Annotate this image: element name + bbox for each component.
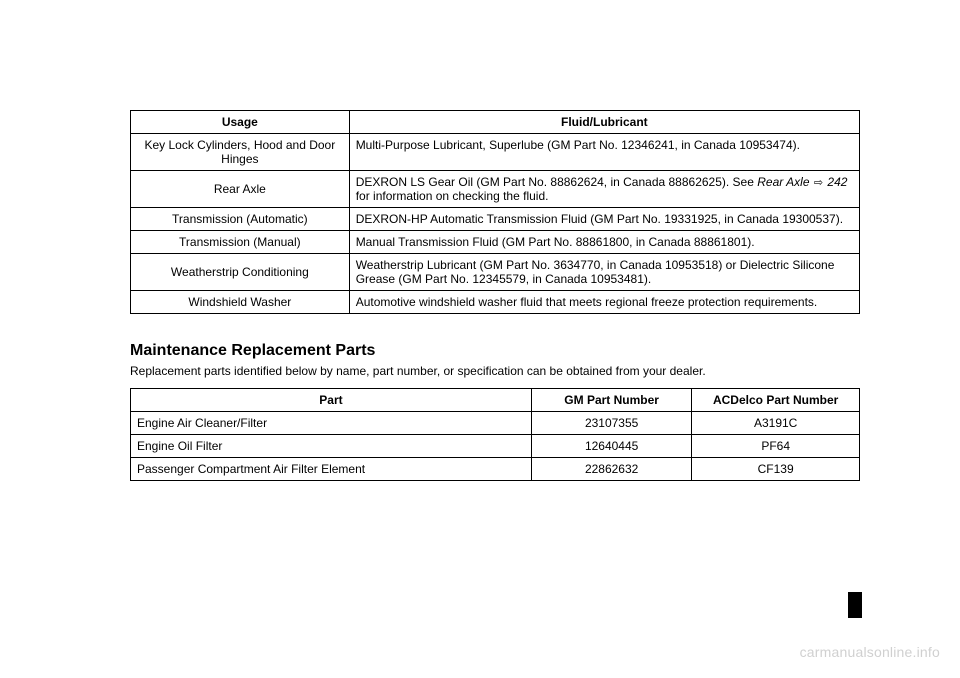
part-cell: Engine Oil Filter	[131, 435, 532, 458]
usage-cell: Key Lock Cylinders, Hood and Door Hinges	[131, 134, 350, 171]
gm-cell: 12640445	[531, 435, 691, 458]
fluids-table: Usage Fluid/Lubricant Key Lock Cylinders…	[130, 110, 860, 314]
gm-cell: 22862632	[531, 458, 691, 481]
fluid-cell: Automotive windshield washer fluid that …	[349, 291, 859, 314]
table-header-row: Part GM Part Number ACDelco Part Number	[131, 389, 860, 412]
table-row: Transmission (Manual) Manual Transmissio…	[131, 231, 860, 254]
fluid-cell: Manual Transmission Fluid (GM Part No. 8…	[349, 231, 859, 254]
usage-cell: Transmission (Manual)	[131, 231, 350, 254]
page-number-ref: 242	[827, 175, 847, 189]
ac-cell: CF139	[692, 458, 860, 481]
part-cell: Engine Air Cleaner/Filter	[131, 412, 532, 435]
col-acdelco-part: ACDelco Part Number	[692, 389, 860, 412]
fluid-text: Weatherstrip Lubricant (GM Part No. 3634…	[356, 258, 835, 286]
table-row: Engine Air Cleaner/Filter 23107355 A3191…	[131, 412, 860, 435]
part-cell: Passenger Compartment Air Filter Element	[131, 458, 532, 481]
table-row: Windshield Washer Automotive windshield …	[131, 291, 860, 314]
col-fluid: Fluid/Lubricant	[349, 111, 859, 134]
table-header-row: Usage Fluid/Lubricant	[131, 111, 860, 134]
fluid-text: DEXRON LS Gear Oil (GM Part No. 88862624…	[356, 175, 758, 189]
table-row: Engine Oil Filter 12640445 PF64	[131, 435, 860, 458]
page-ref-icon: ⇨	[813, 176, 824, 189]
table-row: Weatherstrip Conditioning Weatherstrip L…	[131, 254, 860, 291]
fluid-text: Multi-Purpose Lubricant, Superlube (GM P…	[356, 138, 800, 152]
usage-cell: Rear Axle	[131, 171, 350, 208]
fluid-text: Automotive windshield washer fluid that …	[356, 295, 818, 309]
cross-reference: Rear Axle	[757, 175, 809, 189]
ac-cell: PF64	[692, 435, 860, 458]
usage-cell: Windshield Washer	[131, 291, 350, 314]
col-usage: Usage	[131, 111, 350, 134]
table-row: Rear Axle DEXRON LS Gear Oil (GM Part No…	[131, 171, 860, 208]
usage-cell: Transmission (Automatic)	[131, 208, 350, 231]
section-description: Replacement parts identified below by na…	[130, 364, 860, 378]
fluid-text: DEXRON-HP Automatic Transmission Fluid (…	[356, 212, 843, 226]
col-part: Part	[131, 389, 532, 412]
fluid-cell: Weatherstrip Lubricant (GM Part No. 3634…	[349, 254, 859, 291]
col-gm-part: GM Part Number	[531, 389, 691, 412]
page-content: Usage Fluid/Lubricant Key Lock Cylinders…	[0, 0, 960, 481]
gm-cell: 23107355	[531, 412, 691, 435]
ac-cell: A3191C	[692, 412, 860, 435]
fluid-cell: DEXRON-HP Automatic Transmission Fluid (…	[349, 208, 859, 231]
fluid-cell: Multi-Purpose Lubricant, Superlube (GM P…	[349, 134, 859, 171]
page-tab-marker	[848, 592, 862, 618]
table-row: Key Lock Cylinders, Hood and Door Hinges…	[131, 134, 860, 171]
table-row: Passenger Compartment Air Filter Element…	[131, 458, 860, 481]
fluid-cell: DEXRON LS Gear Oil (GM Part No. 88862624…	[349, 171, 859, 208]
fluid-text: Manual Transmission Fluid (GM Part No. 8…	[356, 235, 755, 249]
section-heading: Maintenance Replacement Parts	[130, 342, 860, 360]
fluid-text: for information on checking the fluid.	[356, 189, 549, 203]
parts-table: Part GM Part Number ACDelco Part Number …	[130, 388, 860, 481]
usage-cell: Weatherstrip Conditioning	[131, 254, 350, 291]
table-row: Transmission (Automatic) DEXRON-HP Autom…	[131, 208, 860, 231]
watermark-text: carmanualsonline.info	[800, 644, 940, 660]
